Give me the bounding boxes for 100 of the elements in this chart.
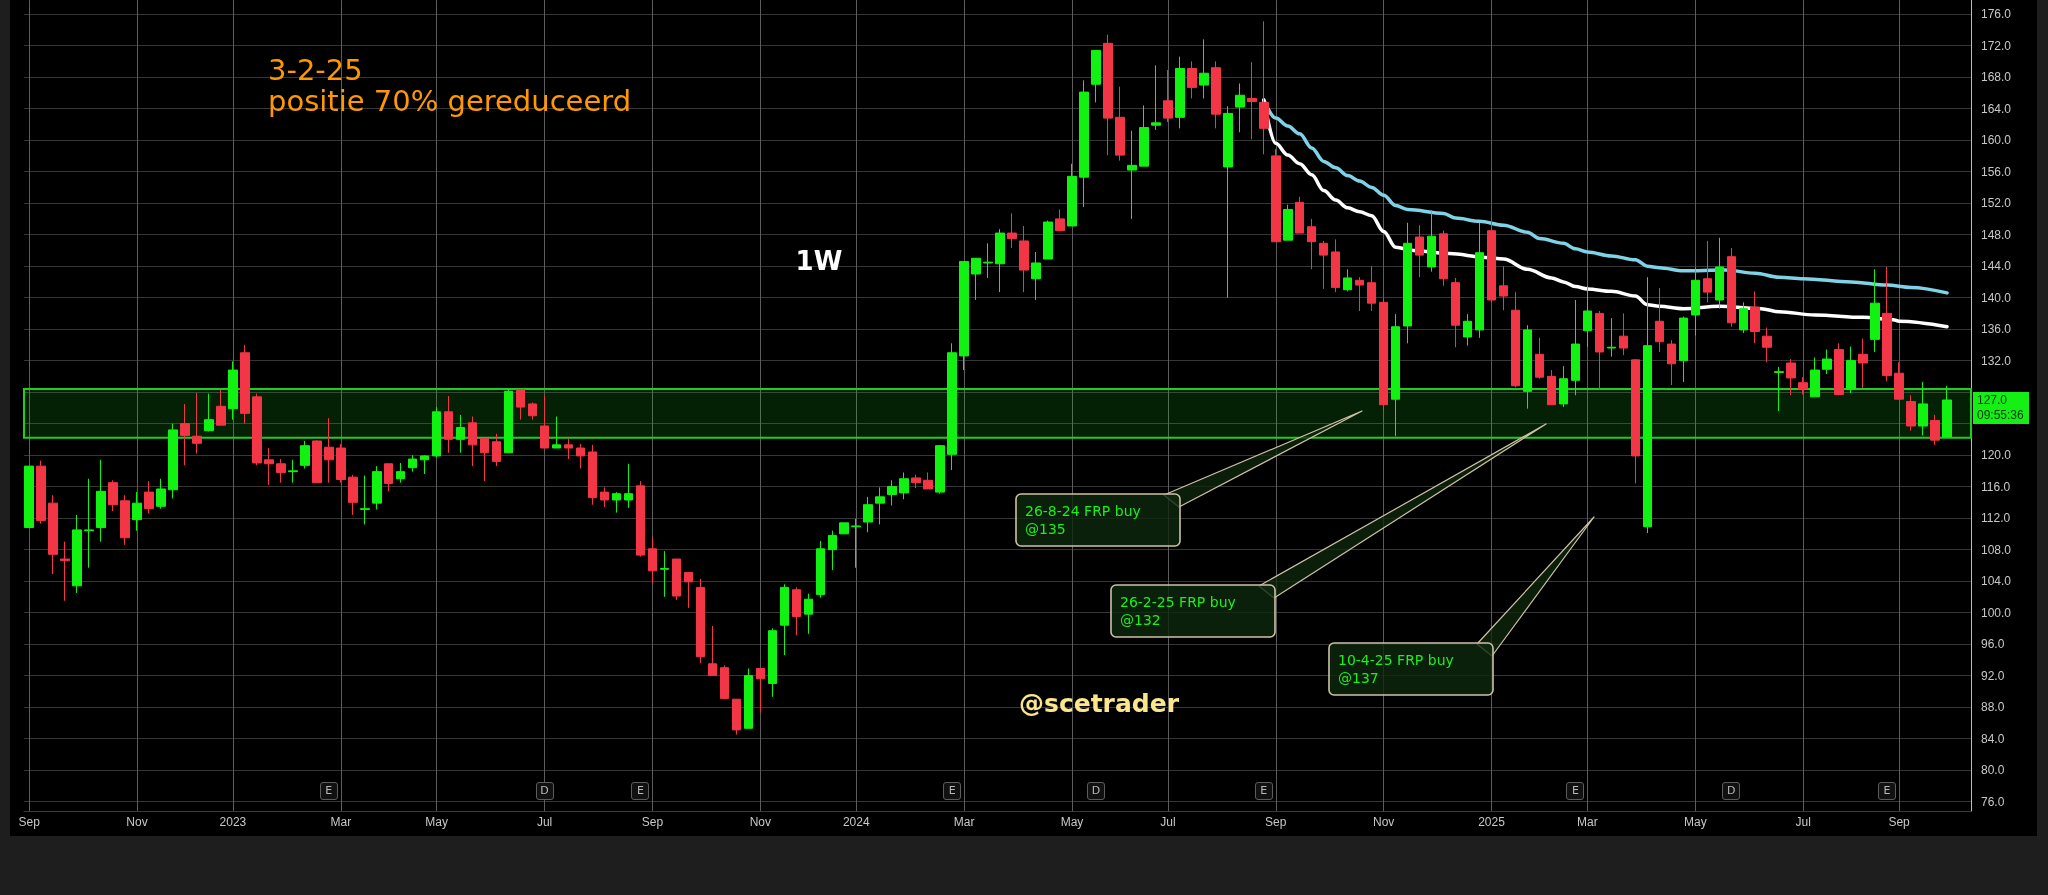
candlestick [1846, 345, 1856, 394]
candlestick [612, 491, 621, 514]
x-tick-label: Nov [749, 815, 771, 829]
y-tick-label: 84.0 [1981, 731, 2005, 746]
annotation: D [1722, 782, 1741, 800]
candlestick [1739, 301, 1748, 334]
candlestick [132, 491, 142, 532]
candlestick [1942, 385, 1952, 438]
candlestick [204, 393, 214, 432]
candlestick [1703, 240, 1712, 303]
candlestick [60, 541, 70, 602]
candlestick [1007, 212, 1017, 249]
candlestick [456, 414, 465, 454]
x-tick-label: Jul [1160, 815, 1176, 829]
candlestick [1715, 237, 1724, 310]
y-tick-label: 176.0 [1981, 7, 2012, 22]
candlestick [816, 540, 825, 599]
candlestick [408, 454, 417, 473]
candlestick [1858, 338, 1868, 389]
candlestick [1774, 366, 1784, 412]
candlestick [1415, 224, 1424, 278]
candlestick [1499, 265, 1508, 311]
candlestick [396, 462, 405, 484]
annotation: 26-8-24 FRP buy @135 [1025, 502, 1141, 538]
candlestick [1834, 342, 1844, 396]
x-tick-label: Sep [1888, 815, 1911, 829]
candlestick [1727, 247, 1736, 328]
candlestick [1523, 324, 1532, 410]
x-tick-label: Mar [1577, 815, 1598, 829]
y-tick-label: 108.0 [1981, 542, 2012, 557]
candlestick [36, 460, 46, 525]
candlestick [276, 458, 286, 484]
candlestick [120, 494, 130, 546]
candlestick [228, 360, 238, 421]
candlestick [1019, 225, 1029, 293]
candlestick [564, 438, 573, 460]
y-tick-label: 104.0 [1981, 574, 2012, 589]
candlestick [1235, 82, 1245, 133]
candlestick [1187, 60, 1197, 99]
candlestick [1319, 240, 1328, 290]
candlestick [1607, 317, 1616, 358]
annotation: E [943, 782, 962, 800]
candlestick [1810, 356, 1820, 398]
candlestick [84, 478, 94, 569]
candlestick [1439, 230, 1448, 287]
annotation: E [631, 782, 650, 800]
x-tick-label: May [1060, 815, 1084, 829]
y-tick-label: 164.0 [1981, 101, 2012, 116]
candlestick [372, 465, 382, 510]
candlestick [744, 667, 753, 729]
annotation: D [1086, 782, 1105, 800]
candlestick [863, 496, 873, 533]
annotation: 26-2-25 FRP buy @132 [1120, 593, 1236, 629]
candlestick [1667, 339, 1676, 386]
candlestick [1547, 369, 1556, 406]
candlestick [768, 627, 777, 698]
text: 1W [795, 246, 843, 276]
candlestick [192, 392, 202, 455]
candlestick [792, 586, 801, 636]
candlestick [935, 444, 945, 495]
candlestick [600, 486, 609, 508]
y-tick-label: 160.0 [1981, 133, 2012, 148]
candlestick [1403, 222, 1412, 344]
candlestick [1487, 220, 1496, 303]
annotation: E [1566, 782, 1585, 800]
x-tick-label: 2023 [219, 815, 247, 829]
candlestick [1367, 265, 1376, 312]
y-tick-label: 88.0 [1981, 700, 2005, 715]
candlestick [252, 393, 262, 466]
x-tick-label: Nov [1372, 815, 1395, 829]
x-tick-label: 2024 [842, 815, 870, 829]
candlestick [1079, 79, 1089, 208]
candlestick [1259, 20, 1269, 155]
candlestick [288, 459, 298, 484]
candlestick [264, 447, 274, 486]
candlestick [1559, 365, 1568, 408]
candlestick [1906, 394, 1916, 432]
candlestick [1043, 219, 1053, 260]
candlestick [1451, 277, 1460, 348]
candlestick [1595, 310, 1604, 391]
y-tick-label: 140.0 [1981, 290, 2012, 305]
candlestick [1882, 266, 1892, 382]
candlestick [1762, 327, 1772, 363]
candlestick [516, 389, 525, 421]
candlestick [696, 578, 705, 664]
candlestick [180, 403, 190, 466]
candlestick [959, 260, 969, 371]
candlestick [660, 550, 669, 598]
y-tick-label: 148.0 [1981, 227, 2012, 242]
x-tick-label: Jul [1795, 815, 1811, 829]
candlestick [540, 395, 549, 449]
candlestick [804, 593, 813, 635]
candlestick [720, 664, 729, 700]
candlestick [1679, 316, 1688, 383]
x-tick-label: Sep [18, 815, 41, 829]
candlestick [444, 395, 453, 454]
candlestick [732, 698, 741, 736]
candlestick [480, 438, 489, 482]
candlestick [1619, 312, 1628, 356]
candlestick [312, 439, 322, 484]
